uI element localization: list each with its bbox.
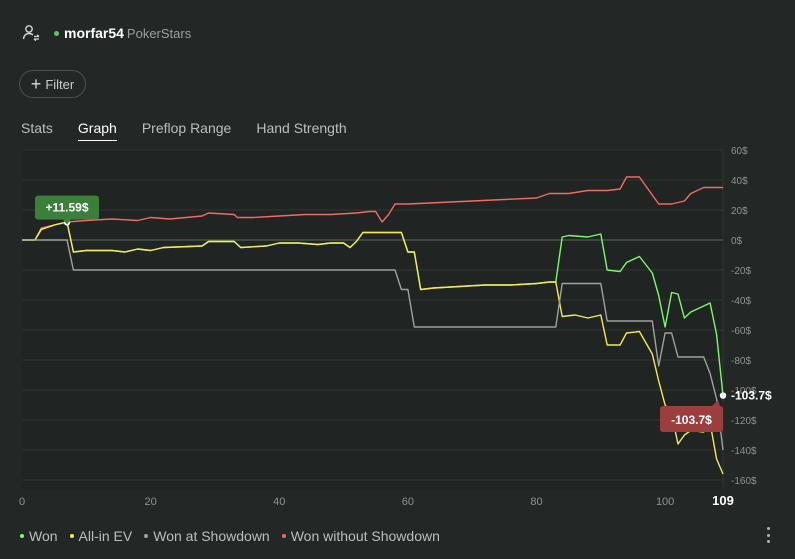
tab-stats[interactable]: Stats (21, 120, 53, 136)
tab-graph[interactable]: Graph (77, 120, 117, 141)
x-tick-label: 60 (402, 496, 414, 508)
legend-item-all-in-ev[interactable]: All-in EV (69, 528, 133, 544)
legend-dot-won (20, 534, 24, 538)
x-tick-label: 20 (144, 496, 156, 508)
legend-label-all-in-ev: All-in EV (78, 528, 133, 544)
series-line-won-without-showdown (22, 176, 723, 241)
max-label-pointer (63, 219, 72, 225)
x-tick-label: 100 (656, 496, 674, 508)
legend-dot-won-at-showdown (144, 534, 149, 538)
legend-label-won-without-showdown: Won without Showdown (290, 528, 440, 544)
x-tick-label: 80 (530, 496, 542, 508)
legend-dot-won-without-showdown (281, 534, 286, 538)
y-tick-label: 40$ (731, 176, 748, 187)
legend: Won All-in EV Won at Showdown Won withou… (20, 528, 452, 544)
plus-icon: + (30, 74, 42, 94)
y-tick-label: -80$ (731, 356, 751, 367)
x-end-label: 109 (712, 493, 734, 508)
y-tick-label: 60$ (731, 146, 748, 157)
y-tick-label: -40$ (731, 296, 751, 307)
legend-label-won: Won (29, 528, 58, 544)
x-tick-label: 40 (273, 496, 285, 508)
filter-label: Filter (45, 76, 75, 92)
y-tick-label: 0$ (731, 236, 743, 247)
max-label-box (35, 195, 100, 220)
username: morfar54 (64, 25, 124, 41)
end-label-pointer (712, 400, 720, 406)
player-switch-icon[interactable] (22, 24, 40, 42)
end-label-right: -103.7$ (731, 389, 772, 403)
y-tick-label: -140$ (731, 446, 757, 457)
end-label-box-text: -103.7$ (671, 413, 712, 427)
legend-label-won-at-showdown: Won at Showdown (153, 528, 270, 544)
series-line-won-at-showdown (22, 239, 724, 451)
legend-dot-all-in-ev (69, 534, 74, 538)
end-label-box (660, 406, 723, 432)
y-tick-label: -120$ (731, 416, 757, 427)
y-tick-label: -160$ (731, 476, 757, 487)
tab-hand-strength[interactable]: Hand Strength (256, 120, 347, 136)
legend-item-won-at-showdown[interactable]: Won at Showdown (144, 528, 270, 544)
site-name: PokerStars (126, 25, 192, 41)
online-status-dot (54, 30, 59, 36)
tab-bar: Stats Graph Preflop Range Hand Strength (21, 120, 372, 141)
filter-button[interactable]: + Filter (19, 70, 86, 98)
y-tick-label: 20$ (731, 206, 748, 217)
tab-preflop-range[interactable]: Preflop Range (141, 120, 232, 136)
series-line-all-in-ev (22, 221, 724, 475)
y-tick-label: -60$ (731, 326, 751, 337)
plot-area (22, 150, 723, 490)
legend-item-won[interactable]: Won (20, 528, 58, 544)
y-tick-label: -20$ (731, 266, 751, 277)
x-tick-label: 0 (19, 496, 25, 508)
end-point-marker (719, 392, 727, 399)
max-label-text: +11.59$ (45, 201, 88, 215)
legend-item-won-without-showdown[interactable]: Won without Showdown (281, 528, 440, 544)
header: morfar54 PokerStars (22, 23, 191, 43)
more-options-icon[interactable] (764, 527, 772, 543)
y-tick-label: -100$ (731, 386, 757, 397)
